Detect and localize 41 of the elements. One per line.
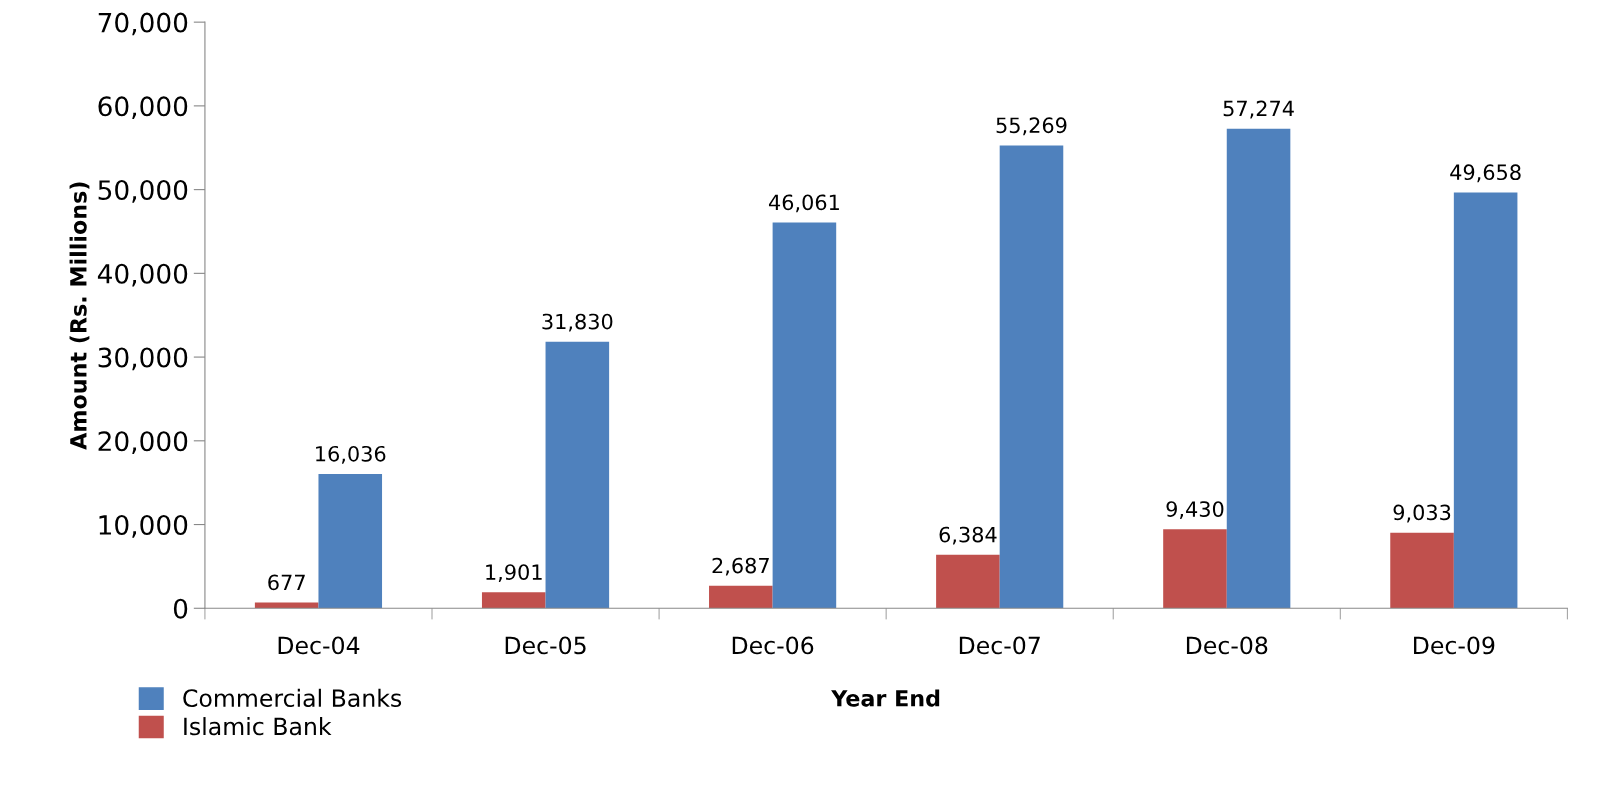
data-label: 6,384 [939, 526, 997, 545]
data-label: 57,274 [1223, 100, 1294, 119]
y-tick-label: 70,000 [98, 12, 188, 36]
y-tick-label: 20,000 [98, 431, 188, 454]
x-axis-title: Year End [831, 689, 940, 707]
bar [936, 554, 1000, 609]
bar [545, 341, 610, 609]
data-label: 16,036 [316, 445, 386, 464]
bar [1453, 192, 1518, 609]
x-tick-label: Dec-08 [1186, 636, 1268, 655]
y-tick-label: 40,000 [97, 263, 188, 287]
x-tick-label: Dec-05 [505, 636, 586, 655]
y-axis-title: Amount (Rs. Millions) [69, 182, 90, 450]
x-tick-label: Dec-04 [278, 636, 360, 655]
bar [1163, 529, 1227, 609]
y-tick-label: 0 [173, 598, 188, 619]
bar [999, 145, 1064, 609]
y-tick-label: 30,000 [98, 347, 188, 371]
bar [481, 592, 546, 609]
bar [1226, 128, 1291, 609]
x-tick-label: Dec-07 [959, 636, 1040, 655]
data-label: 1,901 [486, 564, 542, 583]
x-tick-label: Dec-09 [1414, 636, 1495, 655]
data-label: 46,061 [768, 194, 839, 213]
bar [318, 474, 383, 609]
data-label: 31,830 [542, 313, 613, 332]
bar [709, 585, 773, 609]
data-label: 49,658 [1450, 164, 1521, 183]
y-tick-label: 60,000 [98, 96, 188, 119]
data-label: 9,033 [1393, 504, 1451, 523]
data-label: 9,430 [1166, 501, 1224, 520]
bar [1390, 532, 1454, 609]
bar [772, 222, 837, 609]
x-tick-label: Dec-06 [732, 636, 814, 655]
legend-label: Commercial Banks [183, 688, 402, 708]
data-label: 2,687 [712, 557, 769, 576]
y-tick-label: 10,000 [99, 514, 188, 538]
legend-label: Islamic Bank [184, 717, 332, 736]
data-label: 677 [268, 574, 305, 591]
y-tick-label: 50,000 [98, 180, 188, 203]
data-label: 55,269 [996, 117, 1067, 136]
